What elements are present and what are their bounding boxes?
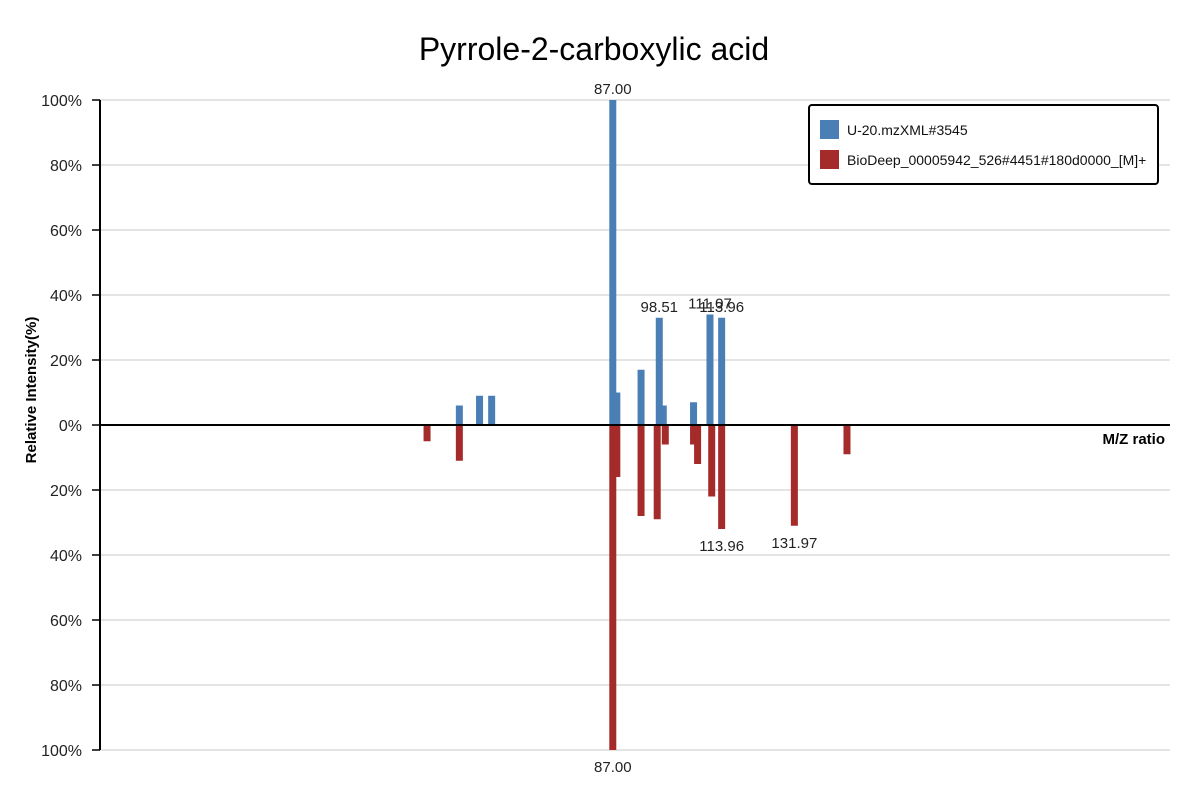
axes: [99, 100, 1170, 750]
sample-peak-bar: [613, 392, 621, 425]
reference-peak-bar: [613, 425, 621, 477]
sample-peak-bar: [637, 369, 645, 425]
y-tick-label: 100%: [41, 743, 82, 760]
y-tick-label: 20%: [50, 483, 82, 500]
peak-bars: [423, 100, 851, 750]
reference-peak-bar: [843, 425, 851, 455]
y-tick-label: 60%: [50, 223, 82, 240]
peak-label: 87.00: [594, 81, 632, 98]
peak-label: 113.96: [699, 299, 744, 316]
reference-peak-bar: [661, 425, 669, 445]
reference-peak-bar: [455, 425, 463, 461]
x-axis-label: M/Z ratio: [1103, 431, 1166, 448]
peak-label: 98.51: [640, 299, 678, 316]
peak-label: 113.96: [699, 538, 744, 555]
reference-peak-bar: [790, 425, 798, 526]
y-tick-label: 40%: [50, 288, 82, 305]
y-tick-label: 80%: [50, 678, 82, 695]
legend-box: [808, 104, 1159, 185]
peak-label: 111.07: [688, 296, 732, 313]
y-tick-label: 80%: [50, 158, 82, 175]
chart-title: Pyrrole-2-carboxylic acid: [419, 31, 769, 67]
reference-peak-bar: [423, 425, 431, 442]
reference-peak-bar: [690, 425, 698, 445]
y-tick-label: 40%: [50, 548, 82, 565]
reference-peak-bar: [609, 425, 617, 750]
sample-peak-bar: [476, 395, 484, 425]
sample-peak-bar: [690, 402, 698, 425]
sample-peak-bar: [488, 395, 496, 425]
peak-label: 131.97: [771, 535, 817, 552]
reference-peak-bar: [637, 425, 645, 516]
sample-peak-bar: [706, 314, 714, 425]
grid-lines: [100, 99, 1170, 751]
sample-peak-bar: [455, 405, 463, 425]
legend-swatch-sample: [820, 120, 839, 139]
legend-label-reference: BioDeep_00005942_526#4451#180d0000_[M]+: [847, 152, 1146, 168]
legend-swatch-reference: [820, 150, 839, 169]
peak-label: 87.00: [594, 759, 632, 776]
reference-peak-bar: [694, 425, 702, 464]
y-tick-label: 100%: [41, 93, 82, 110]
sample-peak-bar: [655, 317, 663, 425]
y-tick-labels: 100% 80% 60% 40% 20% 0% 20% 40% 60% 80% 100%: [41, 93, 100, 760]
legend-label-sample: U-20.mzXML#3545: [847, 122, 968, 138]
y-tick-label: 60%: [50, 613, 82, 630]
y-axis-label: Relative Intensity(%): [23, 317, 40, 464]
legend: U-20.mzXML#3545 BioDeep_00005942_526#445…: [808, 104, 1159, 185]
sample-peak-bar: [609, 100, 617, 425]
y-tick-label: 0%: [59, 418, 82, 435]
reference-peak-bar: [718, 425, 726, 529]
sample-peak-bar: [659, 405, 667, 425]
reference-peak-bar: [653, 425, 661, 520]
sample-peak-bar: [718, 317, 726, 425]
y-tick-label: 20%: [50, 353, 82, 370]
reference-peak-bar: [708, 425, 716, 497]
